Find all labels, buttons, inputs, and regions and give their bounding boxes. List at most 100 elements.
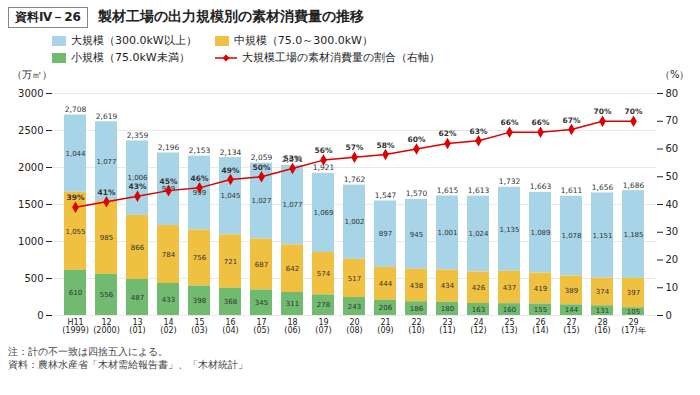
svg-text:2,031: 2,031 <box>282 155 304 164</box>
svg-text:23(11): 23(11) <box>439 318 455 335</box>
svg-text:206: 206 <box>379 304 393 312</box>
svg-text:41%: 41% <box>98 188 116 197</box>
svg-text:66%: 66% <box>532 118 550 127</box>
svg-text:1,185: 1,185 <box>623 231 643 239</box>
svg-text:16(04): 16(04) <box>222 318 238 335</box>
svg-text:1,615: 1,615 <box>437 186 459 195</box>
svg-text:1,732: 1,732 <box>499 177 521 186</box>
svg-text:66%: 66% <box>501 118 519 127</box>
svg-text:1,077: 1,077 <box>282 201 302 209</box>
svg-text:105: 105 <box>627 308 640 316</box>
svg-text:426: 426 <box>472 284 486 292</box>
svg-text:1500: 1500 <box>18 199 43 210</box>
svg-text:17(05): 17(05) <box>253 318 269 335</box>
svg-text:45%: 45% <box>160 177 178 186</box>
svg-text:2,059: 2,059 <box>251 153 273 162</box>
svg-text:1,151: 1,151 <box>592 232 612 240</box>
svg-text:368: 368 <box>224 298 237 306</box>
svg-text:19(07): 19(07) <box>315 318 331 335</box>
svg-text:70%: 70% <box>594 107 612 116</box>
svg-text:2,619: 2,619 <box>96 112 118 121</box>
svg-text:2,359: 2,359 <box>127 131 149 140</box>
svg-text:1,656: 1,656 <box>592 183 614 192</box>
svg-text:1,089: 1,089 <box>530 229 550 237</box>
svg-text:1,024: 1,024 <box>468 230 489 238</box>
svg-text:784: 784 <box>162 251 176 259</box>
svg-text:2,153: 2,153 <box>189 146 211 155</box>
svg-text:50%: 50% <box>253 163 271 172</box>
svg-text:186: 186 <box>410 305 424 313</box>
svg-text:500: 500 <box>24 273 43 284</box>
svg-text:（万㎥）: （万㎥） <box>12 69 52 80</box>
svg-text:60: 60 <box>666 143 679 154</box>
svg-text:1,002: 1,002 <box>344 218 364 226</box>
svg-text:62%: 62% <box>439 129 457 138</box>
svg-text:438: 438 <box>410 282 423 290</box>
svg-text:897: 897 <box>379 230 392 238</box>
svg-text:1,135: 1,135 <box>499 226 519 234</box>
svg-text:163: 163 <box>472 306 485 314</box>
svg-text:20(08): 20(08) <box>346 318 362 335</box>
svg-text:20: 20 <box>666 254 679 265</box>
svg-text:2,196: 2,196 <box>158 143 180 152</box>
svg-text:80: 80 <box>666 88 679 99</box>
svg-text:0: 0 <box>666 310 672 321</box>
svg-text:1,001: 1,001 <box>437 229 457 237</box>
svg-text:419: 419 <box>534 285 547 293</box>
svg-text:2,134: 2,134 <box>220 148 242 157</box>
svg-text:433: 433 <box>162 296 175 304</box>
svg-text:1,611: 1,611 <box>561 186 583 195</box>
svg-text:39%: 39% <box>67 193 85 202</box>
svg-text:721: 721 <box>224 258 237 266</box>
svg-text:1,045: 1,045 <box>220 192 240 200</box>
svg-text:517: 517 <box>348 275 361 283</box>
svg-text:398: 398 <box>193 297 206 305</box>
svg-text:15(03): 15(03) <box>191 318 207 335</box>
svg-text:610: 610 <box>69 289 82 297</box>
svg-text:70: 70 <box>666 115 679 126</box>
svg-text:556: 556 <box>100 291 114 299</box>
svg-text:29(17)年: 29(17)年 <box>621 318 645 335</box>
svg-text:49%: 49% <box>222 166 240 175</box>
svg-text:311: 311 <box>286 300 299 308</box>
svg-text:642: 642 <box>286 265 299 273</box>
svg-text:437: 437 <box>503 284 516 292</box>
svg-text:160: 160 <box>503 306 516 314</box>
svg-text:24(12): 24(12) <box>470 318 486 335</box>
svg-text:50: 50 <box>666 171 679 182</box>
svg-text:1,055: 1,055 <box>65 228 85 236</box>
svg-text:1,027: 1,027 <box>251 197 271 205</box>
svg-text:21(09): 21(09) <box>377 318 393 335</box>
svg-text:756: 756 <box>193 254 207 262</box>
svg-text:67%: 67% <box>563 116 581 125</box>
svg-text:985: 985 <box>100 234 113 242</box>
svg-text:1000: 1000 <box>18 236 43 247</box>
svg-text:397: 397 <box>627 289 640 297</box>
svg-text:144: 144 <box>565 306 579 314</box>
svg-text:2,708: 2,708 <box>65 105 87 114</box>
svg-text:1,570: 1,570 <box>406 189 428 198</box>
svg-text:1,044: 1,044 <box>65 150 86 158</box>
svg-text:3000: 3000 <box>18 88 43 99</box>
svg-text:1,069: 1,069 <box>313 209 333 217</box>
svg-text:12(2000): 12(2000) <box>93 318 120 335</box>
svg-text:434: 434 <box>441 282 455 290</box>
svg-text:26(14): 26(14) <box>532 318 548 335</box>
svg-text:444: 444 <box>379 280 393 288</box>
svg-text:945: 945 <box>410 231 423 239</box>
svg-text:687: 687 <box>255 261 268 269</box>
svg-text:30: 30 <box>666 226 679 237</box>
svg-text:56%: 56% <box>315 146 333 155</box>
svg-text:28(16): 28(16) <box>594 318 610 335</box>
svg-text:18(06): 18(06) <box>284 318 300 335</box>
svg-text:389: 389 <box>565 287 578 295</box>
svg-text:22(10): 22(10) <box>408 318 424 335</box>
svg-text:63%: 63% <box>470 127 488 136</box>
svg-text:1,686: 1,686 <box>623 181 645 190</box>
svg-text:278: 278 <box>317 301 330 309</box>
svg-text:10: 10 <box>666 282 679 293</box>
svg-text:1,077: 1,077 <box>96 158 116 166</box>
svg-text:（%）: （%） <box>660 69 690 80</box>
svg-text:60%: 60% <box>408 135 426 144</box>
svg-text:40: 40 <box>666 199 679 210</box>
